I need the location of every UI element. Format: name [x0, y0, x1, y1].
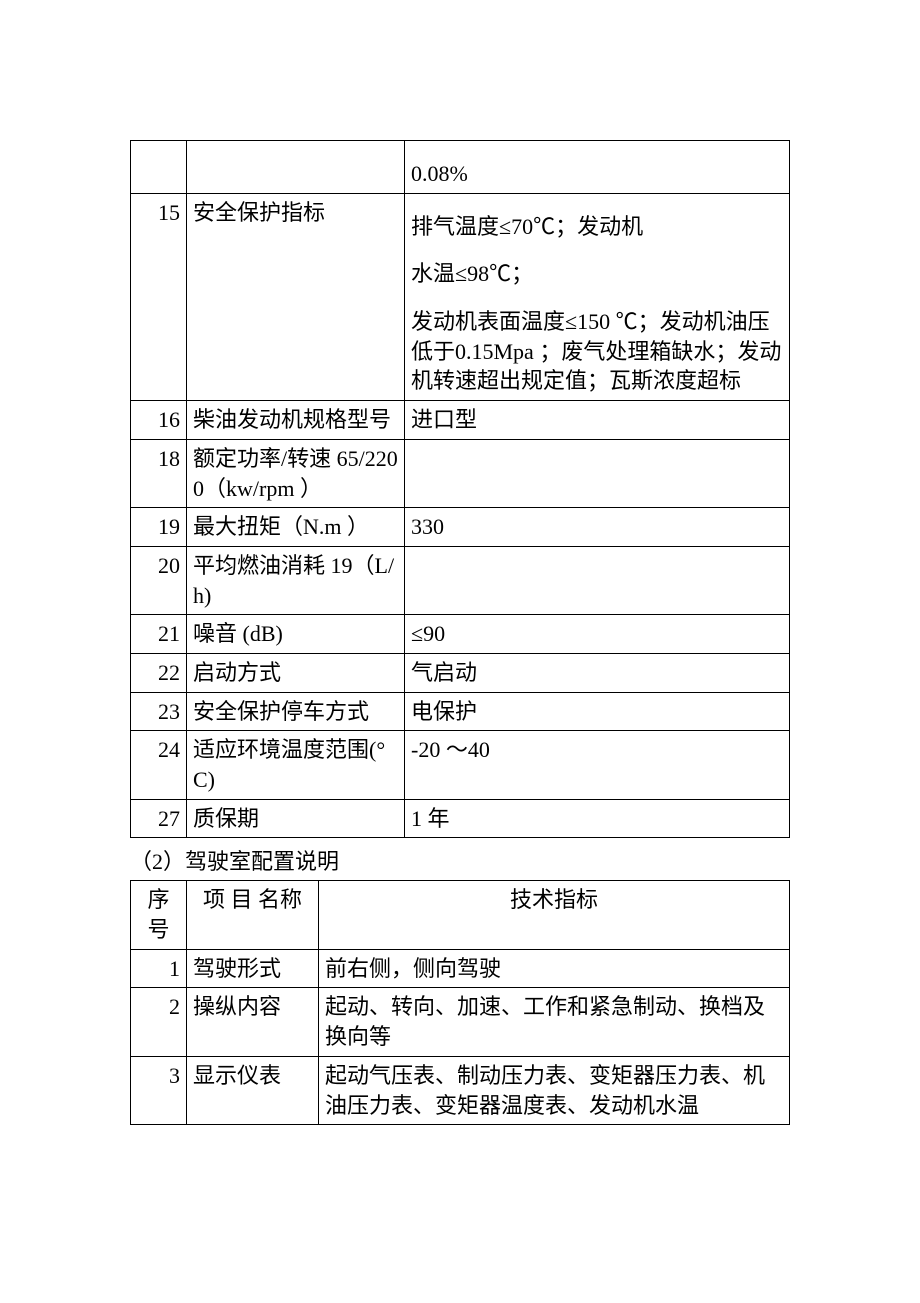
row-number: 15	[131, 193, 187, 400]
table-row: 21噪音 (dB)≤90	[131, 615, 790, 654]
table-row: 18额定功率/转速 65/2200（kw/rpm ）	[131, 439, 790, 507]
header-spec: 技术指标	[319, 881, 790, 949]
row-spec-value: 电保护	[405, 692, 790, 731]
row-spec-value: 0.08%	[405, 141, 790, 194]
row-number: 20	[131, 546, 187, 614]
row-spec-value: ≤90	[405, 615, 790, 654]
table-row: 27质保期1 年	[131, 799, 790, 838]
row-item-name: 平均燃油消耗 19（L/h)	[187, 546, 405, 614]
row-item-name: 启动方式	[187, 653, 405, 692]
row-number: 23	[131, 692, 187, 731]
row-spec-value: 排气温度≤70℃；发动机水温≤98℃；发动机表面温度≤150 ℃；发动机油压低于…	[405, 193, 790, 400]
row-spec-value: -20 ～40	[405, 731, 790, 799]
row-spec-value: 前右侧，侧向驾驶	[319, 949, 790, 988]
row-item-name: 质保期	[187, 799, 405, 838]
row-item-name: 噪音 (dB)	[187, 615, 405, 654]
row-number: 27	[131, 799, 187, 838]
table-row: 0.08%	[131, 141, 790, 194]
row-number: 16	[131, 401, 187, 440]
row-spec-value: 1 年	[405, 799, 790, 838]
row-number: 2	[131, 988, 187, 1056]
row-spec-value: 起动、转向、加速、工作和紧急制动、换档及换向等	[319, 988, 790, 1056]
section-caption-cab: （2）驾驶室配置说明	[130, 844, 790, 876]
row-spec-value: 进口型	[405, 401, 790, 440]
row-spec-value	[405, 546, 790, 614]
row-spec-value: 起动气压表、制动压力表、变矩器压力表、机油压力表、变矩器温度表、发动机水温	[319, 1056, 790, 1124]
row-number: 1	[131, 949, 187, 988]
spec-table-1: 0.08%15安全保护指标排气温度≤70℃；发动机水温≤98℃；发动机表面温度≤…	[130, 140, 790, 838]
spec-table-2: 序号项 目 名称技术指标1驾驶形式前右侧，侧向驾驶2操纵内容起动、转向、加速、工…	[130, 880, 790, 1125]
row-spec-value	[405, 439, 790, 507]
table-header-row: 序号项 目 名称技术指标	[131, 881, 790, 949]
row-number: 24	[131, 731, 187, 799]
row-item-name: 显示仪表	[187, 1056, 319, 1124]
row-number: 22	[131, 653, 187, 692]
row-item-name: 适应环境温度范围(°C)	[187, 731, 405, 799]
row-number: 3	[131, 1056, 187, 1124]
row-item-name	[187, 141, 405, 194]
row-number: 18	[131, 439, 187, 507]
table-row: 20平均燃油消耗 19（L/h)	[131, 546, 790, 614]
header-number: 序号	[131, 881, 187, 949]
row-item-name: 最大扭矩（N.m ）	[187, 508, 405, 547]
row-number: 21	[131, 615, 187, 654]
table-row: 15安全保护指标排气温度≤70℃；发动机水温≤98℃；发动机表面温度≤150 ℃…	[131, 193, 790, 400]
row-item-name: 安全保护指标	[187, 193, 405, 400]
row-item-name: 操纵内容	[187, 988, 319, 1056]
row-number	[131, 141, 187, 194]
row-item-name: 柴油发动机规格型号	[187, 401, 405, 440]
row-item-name: 驾驶形式	[187, 949, 319, 988]
table-row: 16柴油发动机规格型号进口型	[131, 401, 790, 440]
row-spec-value: 330	[405, 508, 790, 547]
row-item-name: 安全保护停车方式	[187, 692, 405, 731]
table-row: 23安全保护停车方式电保护	[131, 692, 790, 731]
table-row: 22启动方式气启动	[131, 653, 790, 692]
table-row: 19最大扭矩（N.m ）330	[131, 508, 790, 547]
table-row: 2操纵内容起动、转向、加速、工作和紧急制动、换档及换向等	[131, 988, 790, 1056]
row-item-name: 额定功率/转速 65/2200（kw/rpm ）	[187, 439, 405, 507]
row-number: 19	[131, 508, 187, 547]
table-row: 3显示仪表起动气压表、制动压力表、变矩器压力表、机油压力表、变矩器温度表、发动机…	[131, 1056, 790, 1124]
table-row: 1驾驶形式前右侧，侧向驾驶	[131, 949, 790, 988]
table-row: 24适应环境温度范围(°C)-20 ～40	[131, 731, 790, 799]
row-spec-value: 气启动	[405, 653, 790, 692]
header-item-name: 项 目 名称	[187, 881, 319, 949]
